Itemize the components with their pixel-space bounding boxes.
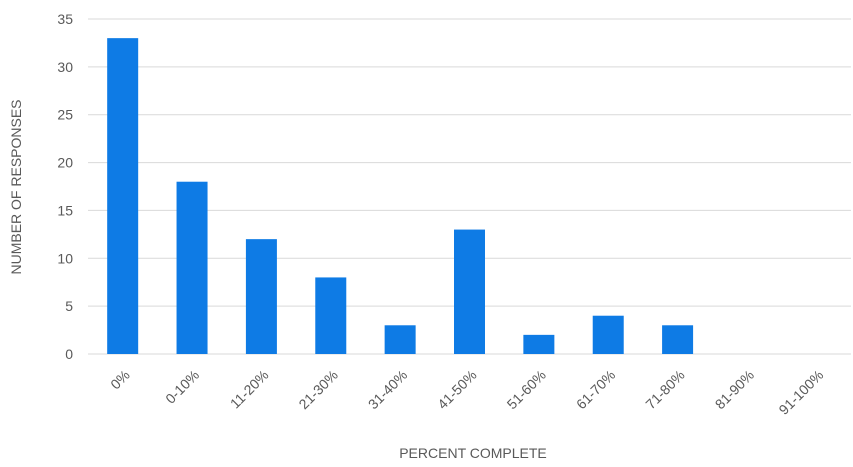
- x-axis-title: PERCENT COMPLETE: [399, 445, 547, 461]
- bar: [662, 325, 694, 354]
- bar: [523, 334, 555, 354]
- x-tick-label: 11-20%: [227, 367, 272, 412]
- x-tick-label: 21-30%: [295, 367, 340, 412]
- y-tick-label: 10: [57, 250, 73, 266]
- y-axis-ticks: 0 5 10 15 20 25 30 35: [57, 11, 73, 362]
- x-axis-ticks: 0% 0-10% 11-20% 21-30% 31-40% 41-50% 51-60% 61-…: [107, 367, 826, 418]
- bar: [107, 38, 139, 355]
- x-tick-label: 61-70%: [573, 367, 618, 412]
- x-tick-label: 71-80%: [642, 367, 687, 412]
- bar: [176, 181, 208, 354]
- y-tick-label: 15: [57, 202, 73, 218]
- y-tick-label: 35: [57, 11, 73, 27]
- x-tick-label: 41-50%: [434, 367, 479, 412]
- bar: [245, 239, 277, 354]
- x-tick-label: 0%: [107, 367, 133, 393]
- y-tick-label: 30: [57, 59, 73, 75]
- bar: [454, 229, 485, 354]
- x-tick-label: 51-60%: [504, 367, 549, 412]
- x-tick-label: 0-10%: [162, 367, 202, 407]
- y-tick-label: 25: [57, 107, 73, 123]
- x-tick-label: 81-90%: [712, 367, 757, 412]
- x-tick-label: 91-100%: [775, 367, 826, 418]
- y-tick-label: 0: [65, 346, 73, 362]
- bar: [592, 315, 624, 354]
- bar: [384, 325, 416, 354]
- bars: [107, 38, 694, 355]
- bar: [315, 277, 347, 354]
- y-tick-label: 5: [65, 298, 73, 314]
- x-tick-label: 31-40%: [365, 367, 410, 412]
- y-tick-label: 20: [57, 155, 73, 171]
- y-axis-title: NUMBER OF RESPONSES: [8, 99, 24, 274]
